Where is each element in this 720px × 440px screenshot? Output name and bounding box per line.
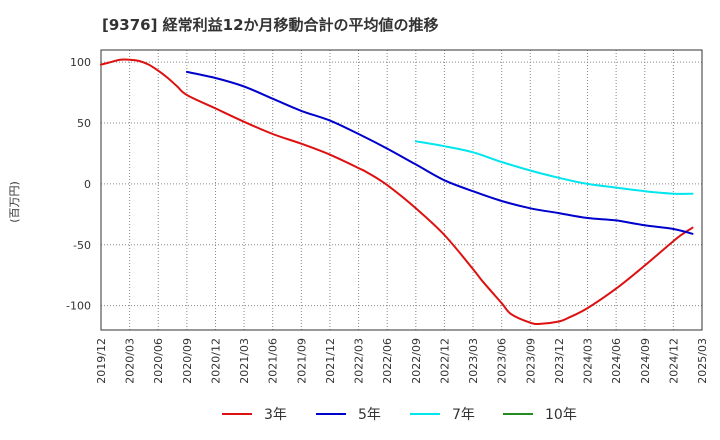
x-tick-label: 2022/03 bbox=[353, 338, 366, 384]
x-tick-label: 2022/09 bbox=[410, 338, 423, 384]
x-tick-label: 2023/12 bbox=[553, 338, 566, 384]
x-tick-label: 2023/09 bbox=[524, 338, 537, 384]
x-tick-label: 2024/09 bbox=[639, 338, 652, 384]
legend-label-1: 5年 bbox=[358, 407, 381, 423]
plot-frame bbox=[100, 49, 703, 331]
chart-title: [9376] 経常利益12か月移動合計の平均値の推移 bbox=[102, 16, 439, 34]
x-tick-label: 2023/06 bbox=[496, 338, 509, 384]
y-axis-label: (百万円) bbox=[8, 181, 21, 223]
x-tick-label: 2020/09 bbox=[181, 338, 194, 384]
x-tick-label: 2025/03 bbox=[696, 338, 709, 384]
x-tick-label: 2020/06 bbox=[152, 338, 165, 384]
x-tick-label: 2024/06 bbox=[610, 338, 623, 384]
plot-area bbox=[101, 50, 702, 330]
x-tick-label: 2020/03 bbox=[124, 338, 137, 384]
legend-label-2: 7年 bbox=[452, 407, 475, 423]
y-tick-label: -100 bbox=[66, 300, 91, 313]
x-tick-label: 2021/09 bbox=[295, 338, 308, 384]
x-tick-label: 2021/03 bbox=[238, 338, 251, 384]
y-tick-label: -50 bbox=[73, 239, 91, 252]
legend-label-0: 3年 bbox=[264, 407, 287, 423]
series-line-2 bbox=[414, 140, 694, 195]
y-tick-label: 0 bbox=[84, 178, 91, 191]
y-tick-label: 100 bbox=[70, 56, 91, 69]
legend-label-3: 10年 bbox=[545, 407, 577, 423]
series-line-1 bbox=[185, 70, 694, 235]
x-tick-label: 2020/12 bbox=[209, 338, 222, 384]
x-tick-label: 2024/12 bbox=[667, 338, 680, 384]
y-tick-label: 50 bbox=[77, 117, 91, 130]
x-tick-label: 2021/12 bbox=[324, 338, 337, 384]
x-tick-label: 2022/12 bbox=[438, 338, 451, 384]
x-tick-label: 2022/06 bbox=[381, 338, 394, 384]
x-tick-label: 2019/12 bbox=[95, 338, 108, 384]
series-line-0 bbox=[100, 58, 694, 326]
x-tick-label: 2024/03 bbox=[582, 338, 595, 384]
x-tick-label: 2023/03 bbox=[467, 338, 480, 384]
x-tick-label: 2021/06 bbox=[267, 338, 280, 384]
